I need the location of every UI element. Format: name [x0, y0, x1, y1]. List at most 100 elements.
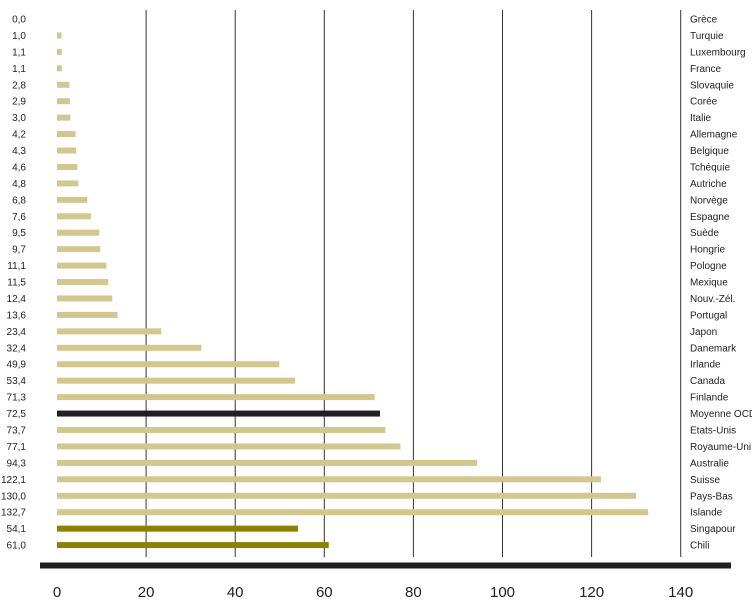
category-label-slovaquie: Slovaquie — [690, 80, 734, 91]
value-label-allemagne: 4,2 — [12, 130, 26, 141]
category-label-norv-ge: Norvège — [690, 195, 728, 206]
bar-allemagne — [57, 131, 76, 138]
value-label-portugal: 13,6 — [7, 310, 27, 321]
bar-italie — [57, 114, 71, 121]
x-tick-label-20: 20 — [138, 584, 155, 600]
category-label-islande: Islande — [690, 508, 723, 519]
value-label-chili: 61,0 — [7, 541, 27, 552]
value-label-cor-e: 2,9 — [12, 97, 26, 108]
value-label-norv-ge: 6,8 — [12, 195, 26, 206]
category-label-royaume-uni: Royaume-Uni — [690, 442, 751, 453]
value-label-canada: 53,4 — [7, 376, 27, 387]
value-label-tch-quie: 4,6 — [12, 162, 26, 173]
bar-hongrie — [57, 246, 101, 253]
value-label-etats-unis: 73,7 — [7, 426, 27, 437]
value-label-turquie: 1,0 — [12, 31, 26, 42]
category-label-finlande: Finlande — [690, 393, 729, 404]
bar-norv-ge — [57, 196, 88, 203]
value-label-slovaquie: 2,8 — [12, 80, 26, 91]
bar-mexique — [57, 279, 109, 286]
value-label-pays-bas: 130,0 — [1, 491, 26, 502]
bar-france — [57, 65, 62, 72]
value-label-autriche: 4,8 — [12, 179, 26, 190]
bar-islande — [57, 509, 649, 516]
value-label-japon: 23,4 — [7, 327, 27, 338]
value-label-france: 1,1 — [12, 64, 26, 75]
category-label-tch-quie: Tchéquie — [690, 162, 730, 173]
category-label-gr-ce: Grèce — [690, 15, 718, 26]
x-tick-label-140: 140 — [668, 584, 693, 600]
category-label-luxembourg: Luxembourg — [690, 47, 746, 58]
bar-turquie — [57, 32, 62, 39]
category-label-turquie: Turquie — [690, 31, 724, 42]
category-label-france: France — [690, 64, 722, 75]
category-label-japon: Japon — [690, 327, 717, 338]
bar-pologne — [57, 262, 107, 269]
category-label-portugal: Portugal — [690, 310, 727, 321]
bar-japon — [57, 328, 162, 335]
bar-australie — [57, 459, 478, 466]
category-label-autriche: Autriche — [690, 179, 727, 190]
category-label-irlande: Irlande — [690, 360, 721, 371]
value-label-moyenne-ocde: 72,5 — [7, 409, 27, 420]
x-axis-line — [40, 562, 731, 569]
category-label-chili: Chili — [690, 541, 709, 552]
category-label-singapour: Singapour — [690, 524, 736, 535]
value-label-irlande: 49,9 — [7, 360, 27, 371]
value-label-islande: 132,7 — [1, 508, 26, 519]
category-label-danemark: Danemark — [690, 343, 737, 354]
x-tick-label-0: 0 — [53, 584, 61, 600]
value-label-mexique: 11,5 — [7, 278, 26, 289]
category-label-etats-unis: Etats-Unis — [690, 426, 736, 437]
bar-autriche — [57, 180, 79, 187]
bars — [57, 32, 649, 549]
value-label-hongrie: 9,7 — [12, 245, 26, 256]
bar-luxembourg — [57, 48, 62, 55]
bar-suisse — [57, 476, 601, 483]
bar-etats-unis — [57, 427, 386, 433]
value-label-finlande: 71,3 — [7, 393, 27, 404]
value-label-danemark: 32,4 — [7, 343, 27, 354]
bar-tch-quie — [57, 163, 78, 170]
category-label-nouv-z-l: Nouv.-Zél. — [690, 294, 735, 305]
x-tick-label-120: 120 — [579, 584, 604, 600]
x-tick-label-40: 40 — [227, 584, 244, 600]
value-label-gr-ce: 0,0 — [12, 15, 26, 26]
value-label-belgique: 4,3 — [12, 146, 26, 157]
value-label-royaume-uni: 77,1 — [7, 442, 27, 453]
gridlines — [145, 10, 682, 557]
category-label-mexique: Mexique — [690, 278, 728, 289]
bar-slovaquie — [57, 81, 70, 88]
bar-cor-e — [57, 98, 70, 105]
category-label-hongrie: Hongrie — [690, 245, 725, 256]
x-tick-label-80: 80 — [405, 584, 422, 600]
category-label-australie: Australie — [690, 458, 729, 469]
value-label-suisse: 122,1 — [1, 475, 26, 486]
bar-pays-bas — [57, 492, 637, 499]
category-label-belgique: Belgique — [690, 146, 729, 157]
bar-belgique — [57, 147, 77, 154]
bar-portugal — [57, 311, 118, 318]
bar-canada — [57, 377, 295, 384]
bar-irlande — [57, 361, 280, 368]
bar-royaume-uni — [57, 443, 401, 450]
category-label-su-de: Suède — [690, 228, 719, 239]
category-label-allemagne: Allemagne — [690, 130, 738, 141]
value-label-espagne: 7,6 — [12, 212, 26, 223]
value-label-luxembourg: 1,1 — [12, 47, 26, 58]
bar-singapour — [57, 525, 299, 532]
x-axis: 0 20 40 60 80 100 120 140 — [40, 562, 731, 600]
value-label-pologne: 11,1 — [7, 261, 26, 272]
category-label-pologne: Pologne — [690, 261, 727, 272]
bar-chili — [57, 542, 329, 549]
value-label-italie: 3,0 — [12, 113, 26, 124]
value-label-nouv-z-l: 12,4 — [7, 294, 27, 305]
category-label-pays-bas: Pays-Bas — [690, 491, 733, 502]
category-label-cor-e: Corée — [690, 97, 718, 108]
category-label-espagne: Espagne — [690, 212, 730, 223]
category-label-suisse: Suisse — [690, 475, 720, 486]
bar-su-de — [57, 229, 100, 236]
bar-moyenne-ocde — [57, 410, 380, 417]
category-label-moyenne-ocde: Moyenne OCDE — [690, 409, 752, 420]
